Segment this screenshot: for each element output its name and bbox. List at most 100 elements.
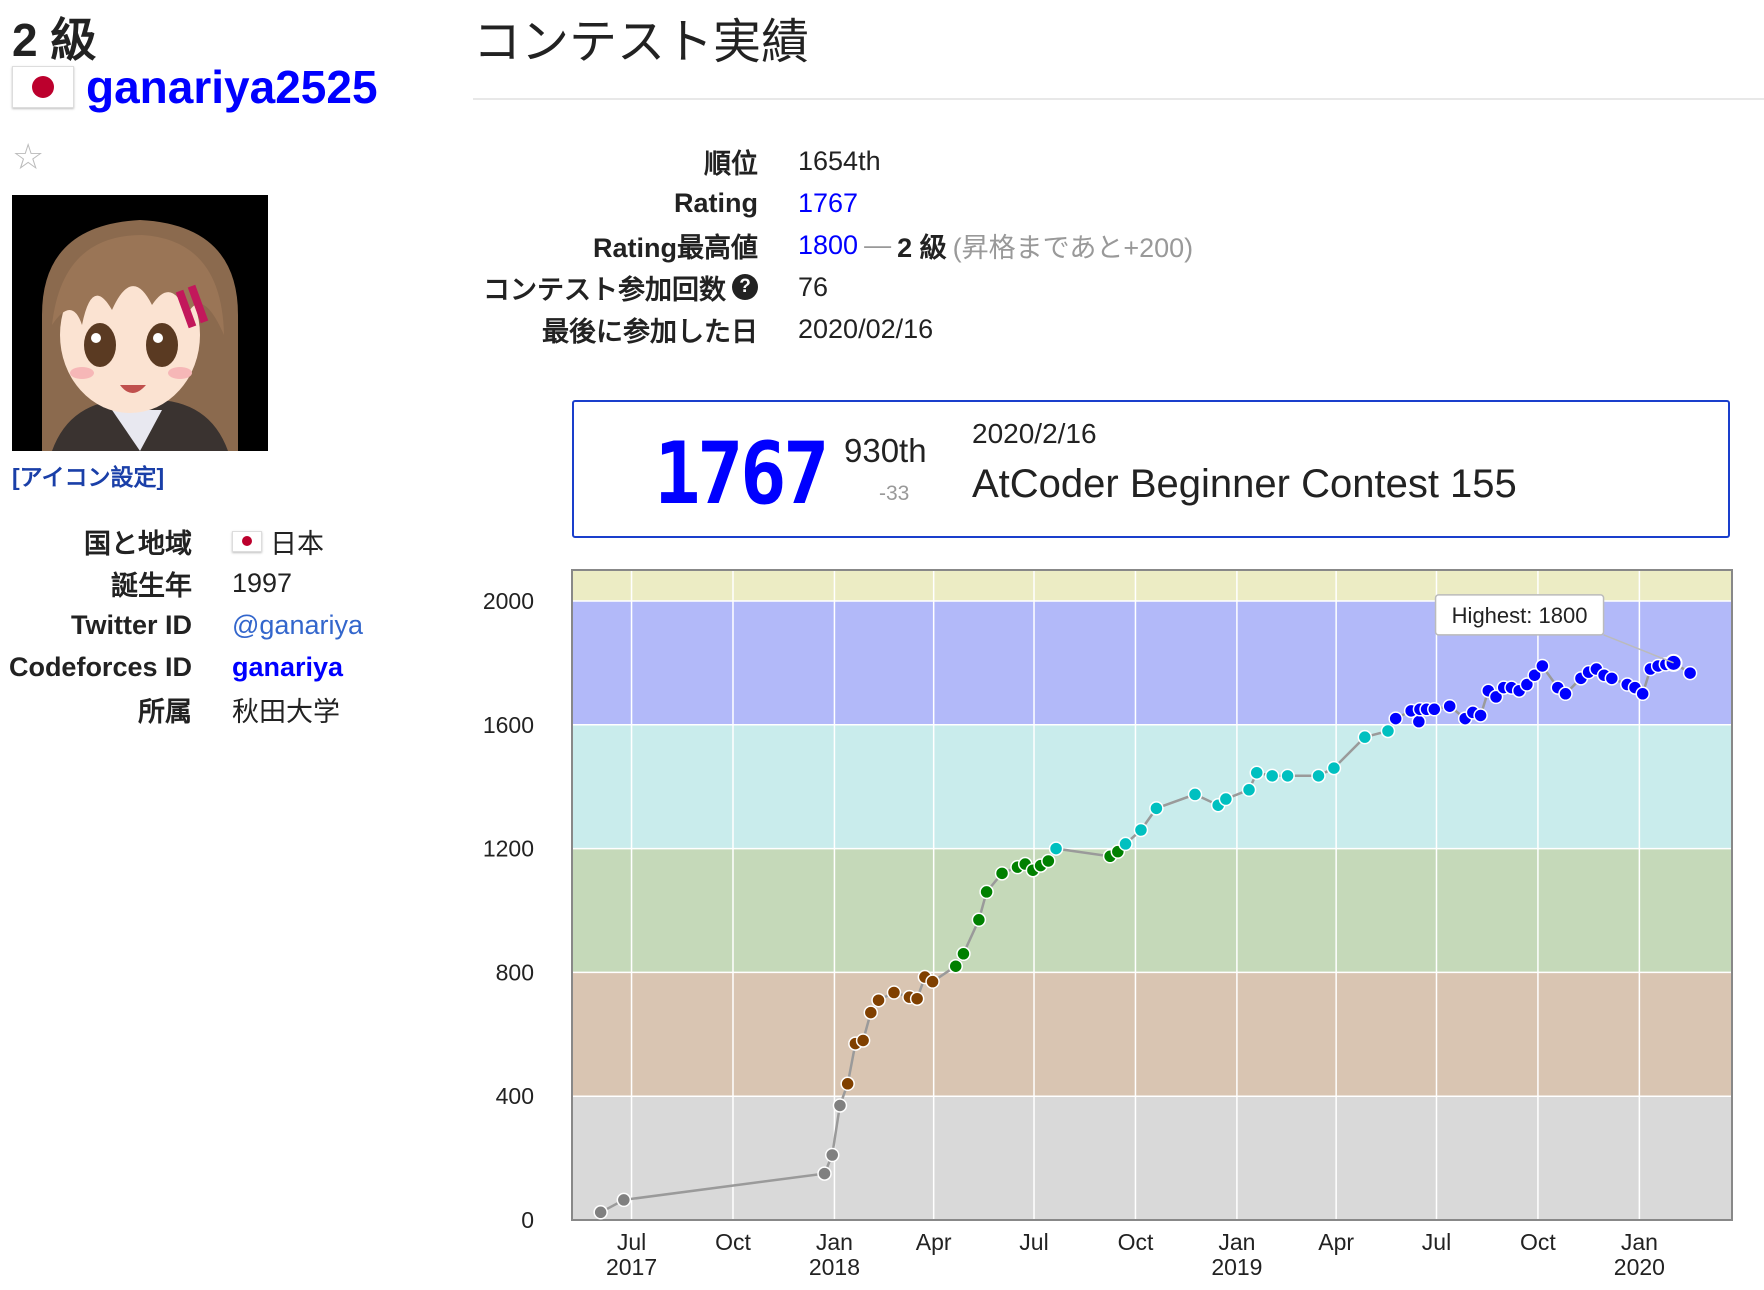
rating-point bbox=[840, 1076, 855, 1092]
icon-setting-link[interactable]: [アイコン設定] bbox=[12, 464, 165, 490]
rating-point bbox=[1604, 671, 1620, 686]
codeforces-link[interactable]: ganariya bbox=[232, 651, 344, 682]
rating-point bbox=[886, 985, 902, 1000]
rating-point bbox=[1264, 768, 1280, 784]
y-tick-label: 1600 bbox=[483, 712, 534, 738]
x-tick-label: Jul bbox=[1422, 1229, 1451, 1255]
x-tick-label: Jan bbox=[1218, 1229, 1255, 1255]
rating-band bbox=[572, 1096, 1732, 1220]
rating-point bbox=[948, 958, 963, 974]
birth-year-value: 1997 bbox=[232, 567, 293, 598]
profile-info-table: 国と地域 日本 誕生年 1997 Twitter ID @ganariya Co… bbox=[0, 520, 363, 730]
help-icon[interactable]: ? bbox=[732, 274, 758, 300]
plot-border bbox=[571, 569, 1733, 1221]
rating-point bbox=[871, 992, 886, 1008]
status-contest-name[interactable]: AtCoder Beginner Contest 155 bbox=[972, 462, 1517, 506]
rating-point bbox=[1411, 714, 1427, 729]
info-label: Codeforces ID bbox=[8, 651, 192, 682]
info-label: 所属 bbox=[138, 696, 192, 727]
stat-row-contest-count: コンテスト参加回数 ? 76 bbox=[460, 266, 1193, 308]
annotation-box bbox=[1434, 594, 1605, 636]
rating-point bbox=[909, 991, 925, 1006]
title-divider bbox=[473, 98, 1764, 100]
info-value: 日本 bbox=[232, 522, 324, 561]
last-contest-date-value: 2020/02/16 bbox=[798, 313, 934, 344]
rating-point bbox=[1519, 677, 1535, 692]
rating-band bbox=[572, 972, 1732, 1097]
x-tick-label: Jan bbox=[816, 1229, 853, 1255]
stat-label: Rating bbox=[674, 187, 758, 218]
rating-point bbox=[1558, 686, 1573, 702]
status-rank: 930th bbox=[844, 432, 927, 469]
user-header: ganariya2525 bbox=[12, 60, 378, 114]
x-tick-year-label: 2018 bbox=[809, 1254, 860, 1280]
status-rating: 1767 bbox=[654, 424, 830, 524]
stat-row-rating: Rating 1767 bbox=[460, 182, 1193, 224]
highest-kyu: 2 級 bbox=[897, 232, 947, 263]
rating-point bbox=[1133, 822, 1149, 838]
affiliation-value: 秋田大学 bbox=[232, 696, 340, 727]
contest-count-label: コンテスト参加回数 bbox=[483, 274, 726, 305]
rating-point bbox=[1357, 729, 1373, 745]
info-row-codeforces: Codeforces ID ganariya bbox=[0, 646, 363, 688]
rating-point bbox=[817, 1166, 832, 1181]
rating-point bbox=[925, 974, 940, 989]
highest-rating-value: 1800 — 2 級 (昇格まであと+200) bbox=[798, 226, 1193, 265]
x-tick-year-label: 2020 bbox=[1614, 1254, 1665, 1280]
star-outline-icon[interactable]: ☆ bbox=[12, 136, 45, 177]
rating-point bbox=[1187, 787, 1203, 802]
rating-point bbox=[855, 1033, 871, 1048]
status-date: 2020/2/16 bbox=[972, 418, 1097, 449]
rating-point bbox=[1311, 768, 1326, 784]
promotion-note: (昇格まであと+200) bbox=[952, 232, 1194, 263]
x-tick-label: Jan bbox=[1621, 1229, 1658, 1255]
stat-label: コンテスト参加回数 ? bbox=[460, 268, 758, 307]
info-label: 誕生年 bbox=[111, 570, 192, 601]
info-row-birth-year: 誕生年 1997 bbox=[0, 562, 363, 604]
x-tick-label: Jul bbox=[1019, 1229, 1048, 1255]
rating-point bbox=[863, 1005, 879, 1020]
annotation-leader bbox=[1603, 634, 1674, 664]
japan-flag-icon bbox=[232, 530, 262, 552]
rating-point bbox=[971, 912, 987, 928]
rating-point bbox=[1149, 801, 1164, 816]
rating-band bbox=[572, 724, 1732, 849]
separator: — bbox=[864, 229, 892, 260]
stat-label: 最後に参加した日 bbox=[542, 316, 758, 347]
x-tick-label: Apr bbox=[1318, 1229, 1354, 1255]
japan-flag-icon bbox=[12, 66, 74, 108]
username-link[interactable]: ganariya2525 bbox=[86, 61, 378, 113]
section-title: コンテスト実績 bbox=[473, 16, 810, 69]
rating-point bbox=[1635, 686, 1650, 702]
x-tick-label: Apr bbox=[916, 1229, 952, 1255]
y-tick-label: 2000 bbox=[483, 588, 534, 614]
rating-point bbox=[956, 946, 971, 962]
info-row-country: 国と地域 日本 bbox=[0, 520, 363, 562]
x-tick-label: Jul bbox=[617, 1229, 646, 1255]
x-tick-label: Oct bbox=[1520, 1229, 1556, 1255]
rank-value: 1654th bbox=[798, 145, 881, 176]
stat-label: Rating最高値 bbox=[593, 232, 758, 263]
rating-point bbox=[1241, 782, 1257, 798]
rating-value: 1767 bbox=[798, 187, 859, 218]
rating-point bbox=[1488, 689, 1504, 705]
stat-label: 順位 bbox=[704, 148, 758, 179]
highest-annotation: Highest: 1800 bbox=[1452, 603, 1588, 628]
stat-row-rank: 順位 1654th bbox=[460, 140, 1193, 182]
rating-point bbox=[979, 884, 994, 900]
twitter-link[interactable]: @ganariya bbox=[232, 609, 363, 640]
rating-point bbox=[1527, 667, 1542, 683]
status-rating-diff: -33 bbox=[879, 482, 910, 505]
rating-point bbox=[1682, 665, 1698, 681]
rating-point bbox=[1535, 658, 1550, 674]
rating-point bbox=[1388, 711, 1403, 726]
y-tick-label: 0 bbox=[521, 1207, 534, 1233]
avatar bbox=[12, 195, 268, 451]
rating-point bbox=[1427, 702, 1442, 717]
x-tick-label: Oct bbox=[1118, 1229, 1154, 1255]
rating-point bbox=[1118, 836, 1133, 852]
stat-row-highest: Rating最高値 1800 — 2 級 (昇格まであと+200) bbox=[460, 224, 1193, 266]
rating-point bbox=[616, 1192, 632, 1208]
stat-row-last-date: 最後に参加した日 2020/02/16 bbox=[460, 308, 1193, 350]
